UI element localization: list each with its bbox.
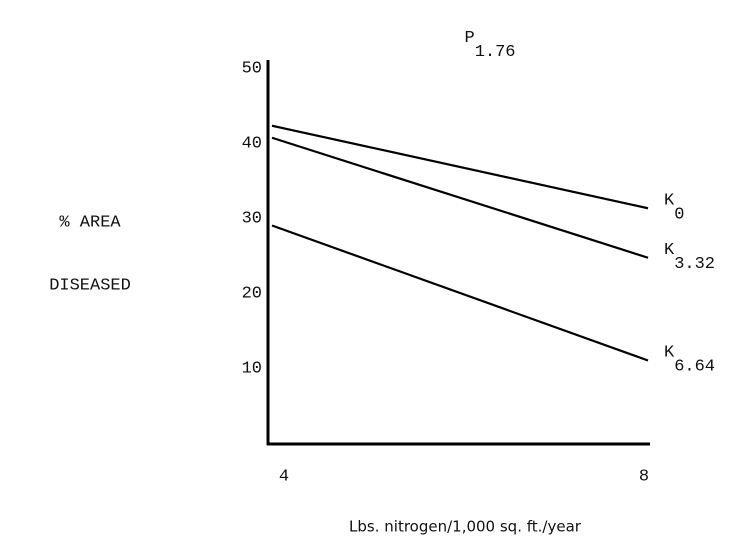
series-label: K3.32: [664, 241, 715, 274]
y-tick-label: 50: [242, 59, 262, 78]
y-tick-label: 10: [242, 359, 262, 378]
x-tick-label: 8: [639, 467, 649, 486]
series-line: [271, 124, 649, 210]
y-tick-label: 40: [242, 134, 262, 153]
chart-title: P1.76: [464, 29, 515, 62]
series-label: K6.64: [664, 344, 715, 377]
y-tick-label: 20: [242, 284, 262, 303]
series-label: K0: [664, 192, 684, 225]
y-tick-label: 30: [242, 209, 262, 228]
series-line: [271, 136, 649, 259]
x-axis-label: Lbs. nitrogen/1,000 sq. ft./year: [349, 518, 582, 536]
y-axis-label: DISEASED: [49, 276, 131, 295]
series-line: [271, 224, 649, 362]
y-axis-label: % AREA: [59, 213, 121, 232]
x-tick-label: 4: [279, 467, 289, 486]
